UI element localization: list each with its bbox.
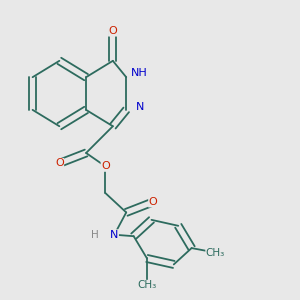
Text: NH: NH bbox=[131, 68, 148, 78]
Text: O: O bbox=[55, 158, 64, 168]
Text: O: O bbox=[109, 26, 117, 36]
Text: H: H bbox=[91, 230, 99, 240]
Text: N: N bbox=[135, 102, 144, 112]
Text: CH₃: CH₃ bbox=[137, 280, 157, 290]
Text: O: O bbox=[101, 161, 110, 171]
Text: N: N bbox=[110, 230, 118, 240]
Text: CH₃: CH₃ bbox=[206, 248, 225, 257]
Text: O: O bbox=[148, 197, 157, 207]
